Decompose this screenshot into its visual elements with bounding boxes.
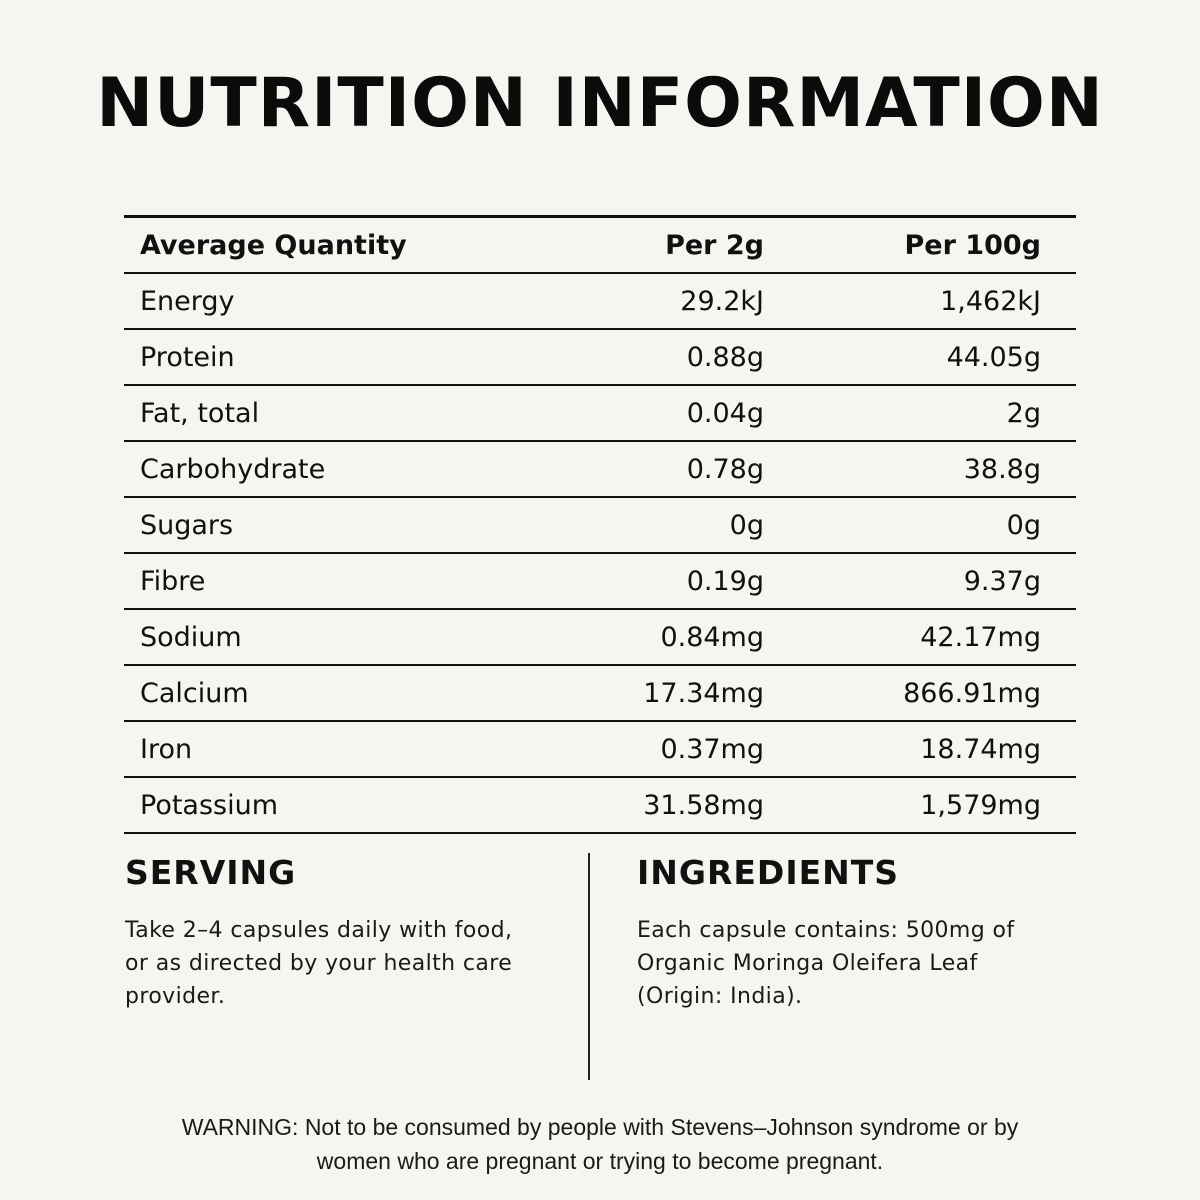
serving-line: Take 2–4 capsules daily with food, [125, 918, 513, 943]
ingredients-heading: INGREDIENTS [637, 853, 900, 892]
table-row: Calcium 17.34mg 866.91mg [124, 666, 1076, 722]
value-per-2g: 0.37mg [660, 733, 764, 765]
value-per-100g: 18.74mg [920, 733, 1041, 765]
warning-text: WARNING: Not to be consumed by people wi… [100, 1110, 1100, 1178]
table-row: Sodium 0.84mg 42.17mg [124, 610, 1076, 666]
nutrition-table: Average Quantity Per 2g Per 100g Energy … [124, 215, 1076, 834]
value-per-100g: 38.8g [963, 453, 1041, 485]
ingredients-line: Organic Moringa Oleifera Leaf [637, 951, 978, 976]
value-per-2g: 0.19g [686, 565, 764, 597]
value-per-100g: 1,462kJ [940, 285, 1041, 317]
column-header-quantity: Average Quantity [140, 229, 407, 261]
table-row: Protein 0.88g 44.05g [124, 330, 1076, 386]
value-per-100g: 866.91mg [903, 677, 1041, 709]
table-row: Fibre 0.19g 9.37g [124, 554, 1076, 610]
nutrient-name: Calcium [140, 677, 249, 709]
value-per-2g: 0g [729, 509, 764, 541]
serving-heading: SERVING [125, 853, 297, 892]
table-row: Sugars 0g 0g [124, 498, 1076, 554]
table-header-row: Average Quantity Per 2g Per 100g [124, 218, 1076, 274]
column-header-per-2g: Per 2g [665, 229, 764, 261]
value-per-2g: 0.78g [686, 453, 764, 485]
value-per-2g: 29.2kJ [680, 285, 764, 317]
serving-text: Take 2–4 capsules daily with food, or as… [125, 914, 512, 1013]
ingredients-line: (Origin: India). [637, 984, 803, 1009]
table-row: Iron 0.37mg 18.74mg [124, 722, 1076, 778]
table-row: Energy 29.2kJ 1,462kJ [124, 274, 1076, 330]
nutrient-name: Potassium [140, 789, 279, 821]
nutrient-name: Fat, total [140, 397, 260, 429]
nutrient-name: Fibre [140, 565, 206, 597]
value-per-2g: 0.88g [686, 341, 764, 373]
value-per-100g: 9.37g [963, 565, 1041, 597]
table-row: Fat, total 0.04g 2g [124, 386, 1076, 442]
value-per-2g: 17.34mg [643, 677, 764, 709]
ingredients-line: Each capsule contains: 500mg of [637, 918, 1015, 943]
nutrient-name: Carbohydrate [140, 453, 326, 485]
table-row: Carbohydrate 0.78g 38.8g [124, 442, 1076, 498]
table-row: Potassium 31.58mg 1,579mg [124, 778, 1076, 834]
value-per-100g: 0g [1006, 509, 1041, 541]
value-per-2g: 31.58mg [643, 789, 764, 821]
value-per-100g: 42.17mg [920, 621, 1041, 653]
value-per-100g: 2g [1006, 397, 1041, 429]
nutrient-name: Iron [140, 733, 193, 765]
section-divider [588, 853, 590, 1080]
warning-line: WARNING: Not to be consumed by people wi… [181, 1114, 1019, 1140]
ingredients-text: Each capsule contains: 500mg of Organic … [637, 914, 1015, 1013]
serving-line: provider. [125, 984, 226, 1009]
value-per-2g: 0.04g [686, 397, 764, 429]
value-per-100g: 44.05g [946, 341, 1041, 373]
serving-line: or as directed by your health care [125, 951, 513, 976]
value-per-2g: 0.84mg [660, 621, 764, 653]
nutrient-name: Sugars [140, 509, 234, 541]
column-header-per-100g: Per 100g [904, 229, 1041, 261]
warning-line: women who are pregnant or trying to beco… [316, 1148, 884, 1174]
nutrient-name: Sodium [140, 621, 242, 653]
value-per-100g: 1,579mg [920, 789, 1041, 821]
page-title: NUTRITION INFORMATION [96, 64, 1104, 143]
nutrient-name: Protein [140, 341, 235, 373]
nutrient-name: Energy [140, 285, 235, 317]
